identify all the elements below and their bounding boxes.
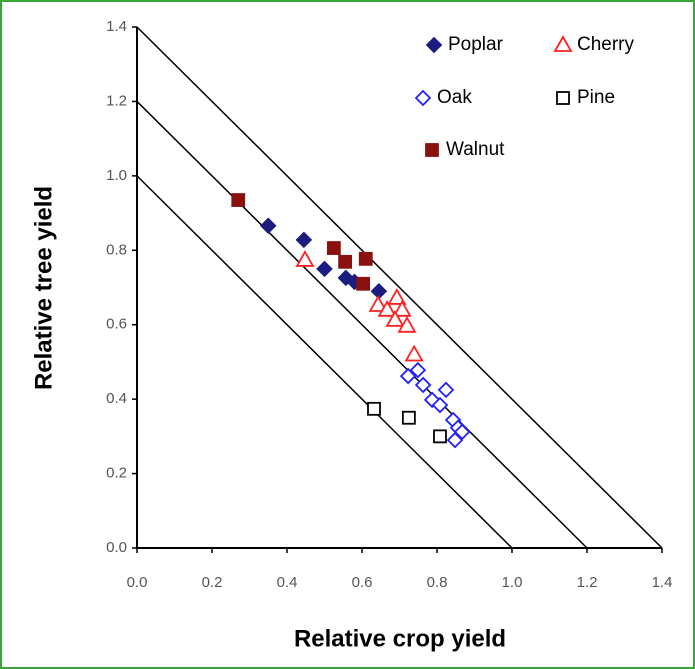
x-tick-label: 1.2 [577, 574, 598, 591]
y-tick-label: 0.0 [106, 539, 127, 556]
point [401, 410, 416, 425]
point [404, 344, 424, 362]
x-tick-label: 0.2 [202, 574, 223, 591]
point [385, 310, 405, 327]
legend-label: Pine [577, 87, 615, 108]
x-tick-label: 1.0 [502, 574, 523, 591]
legend-label: Walnut [446, 139, 505, 160]
y-tick-label: 0.8 [106, 241, 127, 258]
y-axis-title: Relative tree yield [30, 186, 57, 390]
x-tick-label: 0.6 [352, 574, 373, 591]
point [326, 241, 341, 255]
y-tick-label: 0.4 [106, 390, 127, 407]
point [338, 254, 353, 269]
x-tick-label: 0.0 [127, 574, 148, 591]
point [356, 276, 371, 291]
point [368, 295, 388, 312]
y-tick-label: 0.2 [106, 465, 127, 482]
point [295, 231, 313, 249]
point [259, 217, 277, 234]
reference-line [136, 100, 588, 549]
point [431, 396, 449, 414]
point [453, 423, 471, 441]
point [446, 431, 464, 449]
point [377, 300, 397, 317]
legend-marker [556, 91, 570, 105]
reference-line [136, 175, 513, 549]
point [358, 251, 373, 266]
point [316, 260, 333, 278]
point [433, 429, 447, 444]
x-tick-label: 0.4 [277, 574, 298, 591]
y-tick-label: 1.2 [106, 92, 127, 109]
x-tick-label: 1.4 [652, 574, 673, 591]
point [437, 381, 455, 399]
point [409, 361, 427, 379]
legend-marker [553, 35, 573, 52]
y-tick-label: 1.4 [106, 18, 127, 35]
y-tick-label: 1.0 [106, 167, 127, 184]
legend-marker [425, 143, 439, 157]
point [397, 316, 417, 333]
legend-marker [414, 89, 432, 107]
point [231, 193, 246, 207]
legend-label: Poplar [448, 34, 504, 55]
point [399, 367, 417, 385]
legend-marker [425, 36, 443, 54]
y-tick-label: 0.6 [106, 316, 127, 333]
point [387, 288, 407, 305]
point [367, 401, 381, 416]
point [295, 250, 315, 267]
x-tick-label: 0.8 [427, 574, 448, 591]
x-axis-title: Relative crop yield [294, 625, 506, 652]
reference-line [136, 26, 663, 549]
legend-label: Cherry [577, 34, 635, 55]
point [414, 376, 432, 394]
point [392, 300, 412, 317]
legend-label: Oak [437, 87, 472, 108]
